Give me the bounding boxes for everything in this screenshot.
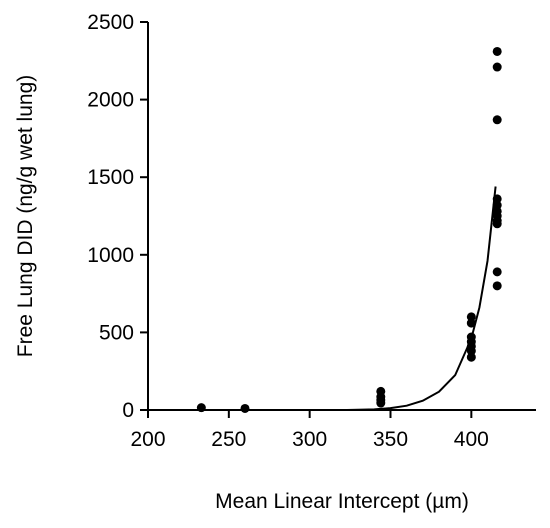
data-point (466, 312, 476, 322)
y-tick-label: 1500 (87, 166, 134, 189)
data-point (196, 403, 206, 413)
data-point (492, 219, 502, 229)
x-tick-label: 200 (130, 428, 165, 451)
x-tick-label: 250 (211, 428, 246, 451)
y-axis-title: Free Lung DID (ng/g wet lung) (14, 75, 37, 357)
x-tick-label: 400 (454, 428, 489, 451)
x-ticks: 200 250 300 350 400 (130, 410, 489, 451)
x-tick-label: 350 (373, 428, 408, 451)
data-point (492, 62, 502, 72)
data-point (492, 115, 502, 125)
data-point (492, 200, 502, 210)
data-point (466, 318, 476, 328)
data-point (492, 46, 502, 56)
fit-curve (346, 186, 497, 411)
y-tick-label: 1000 (87, 244, 134, 267)
data-point (492, 267, 502, 277)
data-point (492, 194, 502, 204)
data-point (492, 281, 502, 291)
data-point (466, 346, 476, 356)
data-point (376, 398, 386, 408)
y-tick-label: 0 (122, 399, 134, 422)
data-point (466, 352, 476, 362)
data-points (196, 46, 502, 413)
y-tick-label: 2000 (87, 89, 134, 112)
y-tick-label: 500 (99, 321, 134, 344)
data-point (240, 403, 250, 413)
y-tick-label: 2500 (87, 11, 134, 34)
y-ticks: 0 500 1000 1500 2000 2500 (87, 11, 148, 422)
x-tick-label: 300 (292, 428, 327, 451)
x-axis-title: Mean Linear Intercept (µm) (215, 490, 469, 513)
axes (147, 22, 536, 411)
